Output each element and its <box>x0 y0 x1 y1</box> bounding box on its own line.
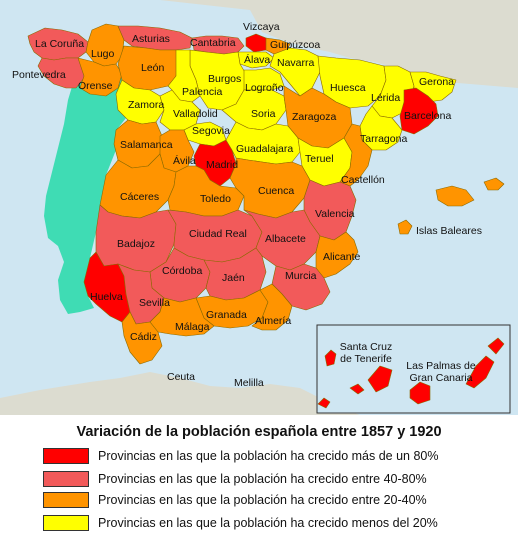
province-label-gerona: Gerona <box>419 76 454 88</box>
province-label-pontevedra: Pontevedra <box>12 69 66 81</box>
island-las-palmas-de-gran-canaria <box>465 355 495 389</box>
province-label-sevilla: Sevilla <box>139 297 170 309</box>
legend-item-20-40: Provincias en las que la población ha cr… <box>43 491 427 509</box>
island-santa-cruz-de-tenerife <box>317 397 331 409</box>
province-label-salamanca: Salamanca <box>120 139 173 151</box>
province-label-guadalajara: Guadalajara <box>236 143 293 155</box>
province-label-jaen: Jaén <box>222 272 245 284</box>
island-santa-cruz-de-tenerife <box>367 365 393 393</box>
province-huesca <box>317 55 387 109</box>
province-label-tarragona: Tarragona <box>360 133 407 145</box>
population-map: La Coruña Lugo Asturias Cantabria Vizcaya Gui… <box>0 0 518 415</box>
province-label-la-coruna: La Coruña <box>35 38 84 50</box>
province-almeria <box>251 283 293 331</box>
province-malaga <box>149 297 215 337</box>
province-label-lerida: Lérida <box>371 92 400 104</box>
province-label-albacete: Albacete <box>265 233 306 245</box>
province-albacete <box>243 209 321 271</box>
legend-item-40-80: Provincias en las que la población ha cr… <box>43 470 427 488</box>
province-islas-baleares <box>397 177 505 235</box>
province-label-zaragoza: Zaragoza <box>292 111 337 123</box>
province-label-valladolid: Valladolid <box>173 108 218 120</box>
province-cadiz <box>121 311 163 365</box>
label-santa-cruz-de-tenerife: Santa Cruz de Tenerife <box>340 341 393 365</box>
canary-inset: Santa Cruz de Tenerife Las Palmas de Gran C… <box>316 324 511 414</box>
legend-label: Provincias en las que la población ha cr… <box>98 493 427 507</box>
province-label-segovia: Segovia <box>192 125 230 137</box>
legend-item-lt20: Provincias en las que la población ha cr… <box>43 514 438 532</box>
province-label-madrid: Madrid <box>206 159 238 171</box>
france <box>160 0 518 88</box>
province-label-cadiz: Cádiz <box>130 331 157 343</box>
province-label-granada: Granada <box>206 309 247 321</box>
legend-swatch <box>43 492 89 508</box>
legend-swatch <box>43 471 89 487</box>
legend-label: Provincias en las que la población ha cr… <box>98 472 427 486</box>
province-label-zamora: Zamora <box>128 99 164 111</box>
province-label-teruel: Teruel <box>305 153 334 165</box>
province-label-valencia: Valencia <box>315 208 355 220</box>
island-las-palmas-de-gran-canaria <box>409 381 431 405</box>
province-label-murcia: Murcia <box>285 270 317 282</box>
portugal <box>44 62 132 314</box>
province-label-badajoz: Badajoz <box>117 238 155 250</box>
province-label-navarra: Navarra <box>277 57 315 69</box>
province-label-guipuzcoa: Guipúzcoa <box>270 39 320 51</box>
province-label-huelva: Huelva <box>90 291 123 303</box>
province-alava <box>237 51 275 69</box>
province-label-huesca: Huesca <box>330 82 366 94</box>
island-santa-cruz-de-tenerife <box>324 349 337 367</box>
province-label-asturias: Asturias <box>132 33 170 45</box>
province-label-barcelona: Barcelona <box>404 110 451 122</box>
island-santa-cruz-de-tenerife <box>349 383 365 395</box>
island-las-palmas-de-gran-canaria <box>487 337 505 355</box>
province-label-caceres: Cáceres <box>120 191 159 203</box>
legend-item-gt80: Provincias en las que la población ha cr… <box>43 447 439 465</box>
province-madrid <box>193 139 237 187</box>
province-label-palencia: Palencia <box>182 86 222 98</box>
province-label-almeria: Almería <box>255 315 291 327</box>
province-label-soria: Soria <box>251 108 276 120</box>
province-label-lugo: Lugo <box>91 48 115 60</box>
province-label-ciudad-real: Ciudad Real <box>189 228 247 240</box>
province-label-vizcaya: Vizcaya <box>243 21 280 33</box>
province-label-orense: Orense <box>78 80 113 92</box>
province-label-cantabria: Cantabria <box>190 37 236 49</box>
label-melilla: Melilla <box>234 377 264 389</box>
province-alicante <box>315 231 359 279</box>
province-label-islas-baleares: Islas Baleares <box>416 225 482 237</box>
province-label-alicante: Alicante <box>323 251 361 263</box>
province-pontevedra <box>37 57 87 89</box>
province-label-malaga: Málaga <box>175 321 210 333</box>
province-label-avila: Ávila <box>173 154 196 167</box>
province-asturias <box>117 25 193 51</box>
province-label-leon: León <box>141 62 165 74</box>
legend-swatch <box>43 448 89 464</box>
province-castellon <box>339 123 373 187</box>
legend-title: Variación de la población española entre… <box>76 424 442 440</box>
province-label-castellon: Castellón <box>341 174 385 186</box>
province-label-burgos: Burgos <box>208 73 241 85</box>
legend-label: Provincias en las que la población ha cr… <box>98 449 439 463</box>
province-label-logrono: Logroño <box>245 82 284 94</box>
province-label-alava: Álava <box>244 53 270 66</box>
legend-label: Provincias en las que la población ha cr… <box>98 516 438 530</box>
province-label-cuenca: Cuenca <box>258 185 294 197</box>
province-label-toledo: Toledo <box>200 193 231 205</box>
label-ceuta: Ceuta <box>167 371 195 383</box>
africa <box>0 372 360 415</box>
province-label-cordoba: Córdoba <box>162 265 202 277</box>
province-tarragona <box>359 105 403 151</box>
label-las-palmas-de-gran-canaria: Las Palmas de Gran Canaria <box>406 360 476 384</box>
province-orense <box>77 57 123 97</box>
province-barcelona <box>399 87 439 135</box>
legend-swatch <box>43 515 89 531</box>
